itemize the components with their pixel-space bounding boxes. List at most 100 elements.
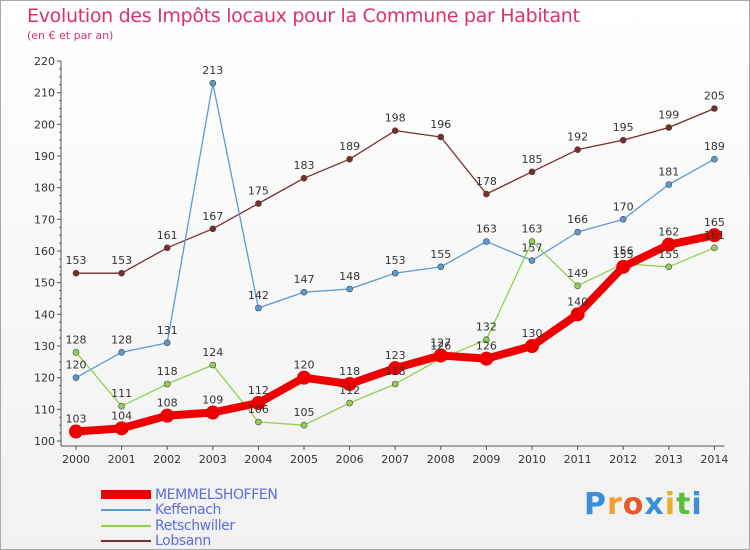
- data-label: 112: [248, 384, 269, 397]
- logo-letter: r: [607, 487, 623, 522]
- data-label: 108: [157, 397, 178, 410]
- data-label: 192: [567, 131, 588, 144]
- x-tick-label: 2002: [153, 453, 181, 466]
- logo-letter: i: [664, 487, 677, 522]
- data-label: 120: [294, 359, 315, 372]
- data-label: 120: [66, 359, 87, 372]
- data-point: [711, 244, 718, 252]
- data-label: 183: [294, 159, 315, 172]
- legend-label: Retschwiller: [155, 517, 235, 534]
- data-label: 153: [111, 254, 132, 267]
- chart-subtitle: (en € et par an): [27, 29, 114, 42]
- data-label: 189: [704, 140, 725, 153]
- y-tick-label: 100: [34, 435, 55, 448]
- data-point: [205, 405, 220, 420]
- data-point: [711, 155, 718, 163]
- x-tick-label: 2005: [290, 453, 318, 466]
- legend-swatch: [101, 490, 151, 500]
- x-tick-label: 2008: [427, 453, 455, 466]
- data-label: 103: [66, 413, 87, 426]
- data-label: 142: [248, 289, 269, 302]
- data-label: 165: [704, 216, 725, 229]
- data-label: 140: [567, 295, 588, 308]
- data-point: [118, 402, 125, 410]
- data-point: [665, 181, 673, 188]
- data-label: 105: [294, 406, 315, 419]
- data-point: [479, 351, 494, 366]
- data-point: [160, 408, 175, 423]
- data-point: [616, 259, 631, 274]
- data-point: [661, 237, 676, 252]
- x-tick-label: 2006: [336, 453, 364, 466]
- data-label: 106: [248, 403, 269, 416]
- data-point: [574, 282, 581, 290]
- data-point: [528, 238, 536, 245]
- legend-item: MEMMELSHOFFEN: [101, 486, 278, 503]
- line-chart: 100 110 120 130 140 150 160 170 180 190 200 210 220 2…: [34, 55, 728, 466]
- data-label: 130: [522, 327, 543, 340]
- data-point: [69, 424, 83, 439]
- data-point: [433, 348, 448, 363]
- data-label: 163: [522, 223, 543, 236]
- data-label: 175: [248, 185, 269, 198]
- data-point: [342, 377, 357, 391]
- data-label: 155: [613, 248, 634, 261]
- data-point: [255, 304, 262, 312]
- x-tick-label: 2003: [199, 453, 227, 466]
- y-tick-label: 160: [34, 245, 55, 258]
- data-point: [391, 380, 399, 388]
- legend-swatch: [101, 509, 151, 512]
- data-label: 205: [704, 90, 725, 103]
- data-label: 155: [430, 248, 451, 261]
- data-label: 213: [202, 64, 223, 77]
- data-label: 162: [658, 226, 679, 239]
- y-tick-label: 220: [34, 55, 55, 68]
- data-label: 199: [658, 109, 679, 122]
- data-point: [483, 190, 490, 198]
- data-label: 118: [157, 365, 178, 378]
- data-label: 153: [385, 254, 406, 267]
- data-point: [163, 244, 171, 252]
- data-label: 118: [385, 365, 406, 378]
- data-point: [209, 361, 217, 369]
- data-point: [437, 133, 445, 141]
- data-point: [114, 421, 129, 436]
- data-label: 148: [339, 270, 360, 283]
- data-label: 131: [157, 324, 178, 337]
- y-tick-label: 130: [34, 340, 55, 353]
- data-label: 156: [613, 245, 634, 258]
- data-point: [118, 349, 125, 356]
- data-point: [665, 263, 673, 271]
- x-tick-label: 2010: [518, 453, 546, 466]
- data-label: 127: [430, 337, 451, 350]
- data-point: [297, 370, 311, 385]
- legend-item: Retschwiller: [101, 518, 277, 534]
- y-tick-label: 140: [34, 308, 55, 321]
- data-label: 149: [567, 267, 588, 280]
- data-label: 147: [294, 273, 315, 286]
- data-label: 109: [202, 394, 223, 407]
- legend-item: Lobsann: [101, 533, 277, 549]
- data-point: [483, 336, 490, 343]
- data-label: 178: [476, 175, 497, 188]
- x-tick-label: 2009: [472, 453, 500, 466]
- x-tick-label: 2000: [62, 453, 90, 466]
- logo-letter: o: [622, 487, 645, 522]
- data-label: 181: [658, 166, 679, 179]
- data-point: [525, 339, 539, 353]
- data-point: [209, 225, 217, 233]
- data-point: [300, 174, 308, 182]
- data-label: 196: [430, 118, 451, 131]
- logo-letter: t: [676, 487, 692, 522]
- y-tick-label: 120: [34, 372, 55, 385]
- y-tick-label: 210: [34, 87, 55, 100]
- data-label: 128: [111, 333, 132, 346]
- legend-label: MEMMELSHOFFEN: [155, 486, 278, 503]
- x-tick-label: 2004: [244, 453, 272, 466]
- y-tick-label: 170: [34, 213, 55, 226]
- data-label: 195: [613, 121, 634, 134]
- chart-title: Evolution des Impôts locaux pour la Comm…: [27, 5, 580, 27]
- data-point: [209, 79, 217, 87]
- data-point: [388, 361, 403, 376]
